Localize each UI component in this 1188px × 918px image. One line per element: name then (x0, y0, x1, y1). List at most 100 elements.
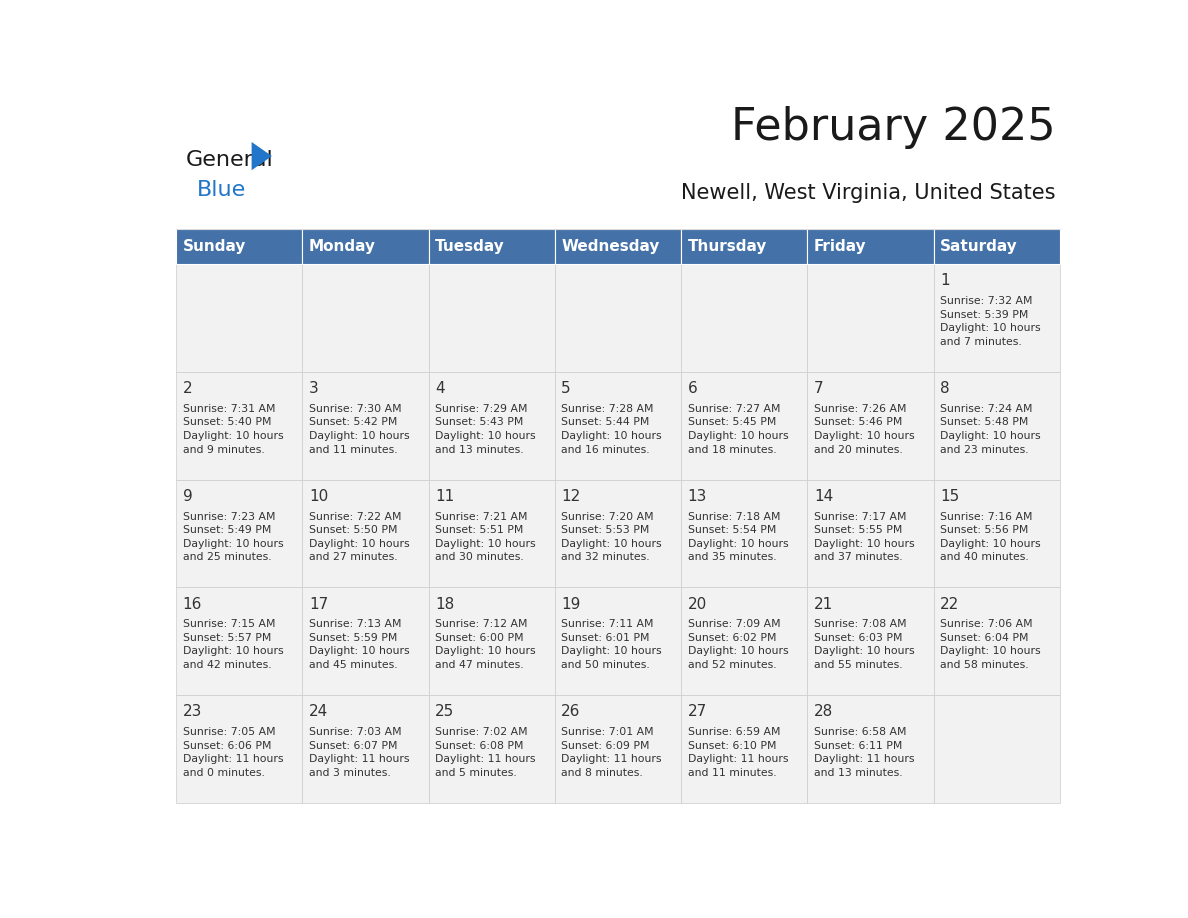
Bar (303, 588, 429, 695)
Text: 1: 1 (940, 274, 949, 288)
Bar (303, 480, 429, 588)
Bar (934, 695, 1060, 803)
Text: 3: 3 (309, 381, 318, 397)
Text: Newell, West Virginia, United States: Newell, West Virginia, United States (681, 184, 1055, 204)
Bar (934, 480, 1060, 588)
Text: Sunrise: 7:11 AM
Sunset: 6:01 PM
Daylight: 10 hours
and 50 minutes.: Sunrise: 7:11 AM Sunset: 6:01 PM Dayligh… (562, 620, 662, 670)
Bar (934, 372, 1060, 480)
Text: Sunrise: 6:58 AM
Sunset: 6:11 PM
Daylight: 11 hours
and 13 minutes.: Sunrise: 6:58 AM Sunset: 6:11 PM Dayligh… (814, 727, 915, 778)
Text: Sunrise: 7:27 AM
Sunset: 5:45 PM
Daylight: 10 hours
and 18 minutes.: Sunrise: 7:27 AM Sunset: 5:45 PM Dayligh… (688, 404, 789, 454)
Text: Sunrise: 7:03 AM
Sunset: 6:07 PM
Daylight: 11 hours
and 3 minutes.: Sunrise: 7:03 AM Sunset: 6:07 PM Dayligh… (309, 727, 410, 778)
Text: 14: 14 (814, 489, 833, 504)
Text: Sunrise: 7:32 AM
Sunset: 5:39 PM
Daylight: 10 hours
and 7 minutes.: Sunrise: 7:32 AM Sunset: 5:39 PM Dayligh… (940, 297, 1041, 347)
Text: Sunrise: 7:08 AM
Sunset: 6:03 PM
Daylight: 10 hours
and 55 minutes.: Sunrise: 7:08 AM Sunset: 6:03 PM Dayligh… (814, 620, 915, 670)
Text: 16: 16 (183, 597, 202, 611)
Text: February 2025: February 2025 (731, 106, 1055, 149)
Bar (555, 229, 681, 264)
Text: Sunrise: 7:16 AM
Sunset: 5:56 PM
Daylight: 10 hours
and 40 minutes.: Sunrise: 7:16 AM Sunset: 5:56 PM Dayligh… (940, 511, 1041, 563)
Text: Sunrise: 7:18 AM
Sunset: 5:54 PM
Daylight: 10 hours
and 35 minutes.: Sunrise: 7:18 AM Sunset: 5:54 PM Dayligh… (688, 511, 789, 563)
Text: Sunrise: 7:15 AM
Sunset: 5:57 PM
Daylight: 10 hours
and 42 minutes.: Sunrise: 7:15 AM Sunset: 5:57 PM Dayligh… (183, 620, 283, 670)
Text: 15: 15 (940, 489, 960, 504)
Text: 12: 12 (562, 489, 581, 504)
Text: 21: 21 (814, 597, 833, 611)
Text: 5: 5 (562, 381, 571, 397)
Bar (555, 264, 681, 372)
Bar (934, 588, 1060, 695)
Bar (429, 588, 555, 695)
Text: 4: 4 (435, 381, 444, 397)
Bar (303, 264, 429, 372)
Bar (429, 264, 555, 372)
Text: Sunrise: 7:02 AM
Sunset: 6:08 PM
Daylight: 11 hours
and 5 minutes.: Sunrise: 7:02 AM Sunset: 6:08 PM Dayligh… (435, 727, 536, 778)
Text: Sunrise: 7:30 AM
Sunset: 5:42 PM
Daylight: 10 hours
and 11 minutes.: Sunrise: 7:30 AM Sunset: 5:42 PM Dayligh… (309, 404, 410, 454)
Text: 8: 8 (940, 381, 949, 397)
Bar (176, 264, 303, 372)
Bar (681, 695, 808, 803)
Bar (176, 695, 303, 803)
Bar (303, 229, 429, 264)
Text: Sunday: Sunday (183, 239, 246, 254)
Text: Sunrise: 7:31 AM
Sunset: 5:40 PM
Daylight: 10 hours
and 9 minutes.: Sunrise: 7:31 AM Sunset: 5:40 PM Dayligh… (183, 404, 283, 454)
Text: 28: 28 (814, 704, 833, 720)
Polygon shape (252, 142, 272, 170)
Text: 26: 26 (562, 704, 581, 720)
Text: Sunrise: 7:21 AM
Sunset: 5:51 PM
Daylight: 10 hours
and 30 minutes.: Sunrise: 7:21 AM Sunset: 5:51 PM Dayligh… (435, 511, 536, 563)
Text: 20: 20 (688, 597, 707, 611)
Text: Wednesday: Wednesday (562, 239, 659, 254)
Text: Monday: Monday (309, 239, 375, 254)
Bar (681, 229, 808, 264)
Text: 17: 17 (309, 597, 328, 611)
Text: 19: 19 (562, 597, 581, 611)
Text: Sunrise: 7:22 AM
Sunset: 5:50 PM
Daylight: 10 hours
and 27 minutes.: Sunrise: 7:22 AM Sunset: 5:50 PM Dayligh… (309, 511, 410, 563)
Bar (808, 695, 934, 803)
Bar (429, 229, 555, 264)
Bar (429, 695, 555, 803)
Text: 24: 24 (309, 704, 328, 720)
Text: Sunrise: 7:20 AM
Sunset: 5:53 PM
Daylight: 10 hours
and 32 minutes.: Sunrise: 7:20 AM Sunset: 5:53 PM Dayligh… (562, 511, 662, 563)
Text: 23: 23 (183, 704, 202, 720)
Bar (555, 372, 681, 480)
Text: Friday: Friday (814, 239, 866, 254)
Bar (808, 480, 934, 588)
Bar (808, 229, 934, 264)
Text: Sunrise: 7:09 AM
Sunset: 6:02 PM
Daylight: 10 hours
and 52 minutes.: Sunrise: 7:09 AM Sunset: 6:02 PM Dayligh… (688, 620, 789, 670)
Text: Sunrise: 7:28 AM
Sunset: 5:44 PM
Daylight: 10 hours
and 16 minutes.: Sunrise: 7:28 AM Sunset: 5:44 PM Dayligh… (562, 404, 662, 454)
Text: 25: 25 (435, 704, 454, 720)
Bar (176, 372, 303, 480)
Bar (176, 229, 303, 264)
Bar (555, 480, 681, 588)
Text: 10: 10 (309, 489, 328, 504)
Text: Sunrise: 7:29 AM
Sunset: 5:43 PM
Daylight: 10 hours
and 13 minutes.: Sunrise: 7:29 AM Sunset: 5:43 PM Dayligh… (435, 404, 536, 454)
Text: 7: 7 (814, 381, 823, 397)
Bar (429, 480, 555, 588)
Bar (681, 372, 808, 480)
Text: Sunrise: 7:13 AM
Sunset: 5:59 PM
Daylight: 10 hours
and 45 minutes.: Sunrise: 7:13 AM Sunset: 5:59 PM Dayligh… (309, 620, 410, 670)
Bar (808, 264, 934, 372)
Text: Sunrise: 7:17 AM
Sunset: 5:55 PM
Daylight: 10 hours
and 37 minutes.: Sunrise: 7:17 AM Sunset: 5:55 PM Dayligh… (814, 511, 915, 563)
Text: 2: 2 (183, 381, 192, 397)
Bar (681, 264, 808, 372)
Text: Tuesday: Tuesday (435, 239, 505, 254)
Bar (176, 588, 303, 695)
Text: 27: 27 (688, 704, 707, 720)
Text: Sunrise: 7:01 AM
Sunset: 6:09 PM
Daylight: 11 hours
and 8 minutes.: Sunrise: 7:01 AM Sunset: 6:09 PM Dayligh… (562, 727, 662, 778)
Bar (555, 588, 681, 695)
Text: Saturday: Saturday (940, 239, 1018, 254)
Text: 22: 22 (940, 597, 960, 611)
Text: Thursday: Thursday (688, 239, 767, 254)
Text: 11: 11 (435, 489, 454, 504)
Bar (681, 588, 808, 695)
Text: Sunrise: 6:59 AM
Sunset: 6:10 PM
Daylight: 11 hours
and 11 minutes.: Sunrise: 6:59 AM Sunset: 6:10 PM Dayligh… (688, 727, 788, 778)
Text: 9: 9 (183, 489, 192, 504)
Text: 18: 18 (435, 597, 454, 611)
Text: Sunrise: 7:23 AM
Sunset: 5:49 PM
Daylight: 10 hours
and 25 minutes.: Sunrise: 7:23 AM Sunset: 5:49 PM Dayligh… (183, 511, 283, 563)
Text: Sunrise: 7:12 AM
Sunset: 6:00 PM
Daylight: 10 hours
and 47 minutes.: Sunrise: 7:12 AM Sunset: 6:00 PM Dayligh… (435, 620, 536, 670)
Text: Sunrise: 7:26 AM
Sunset: 5:46 PM
Daylight: 10 hours
and 20 minutes.: Sunrise: 7:26 AM Sunset: 5:46 PM Dayligh… (814, 404, 915, 454)
Text: Sunrise: 7:06 AM
Sunset: 6:04 PM
Daylight: 10 hours
and 58 minutes.: Sunrise: 7:06 AM Sunset: 6:04 PM Dayligh… (940, 620, 1041, 670)
Text: 6: 6 (688, 381, 697, 397)
Text: Sunrise: 7:05 AM
Sunset: 6:06 PM
Daylight: 11 hours
and 0 minutes.: Sunrise: 7:05 AM Sunset: 6:06 PM Dayligh… (183, 727, 283, 778)
Text: General: General (185, 151, 273, 170)
Bar (808, 588, 934, 695)
Bar (681, 480, 808, 588)
Text: Blue: Blue (197, 180, 247, 200)
